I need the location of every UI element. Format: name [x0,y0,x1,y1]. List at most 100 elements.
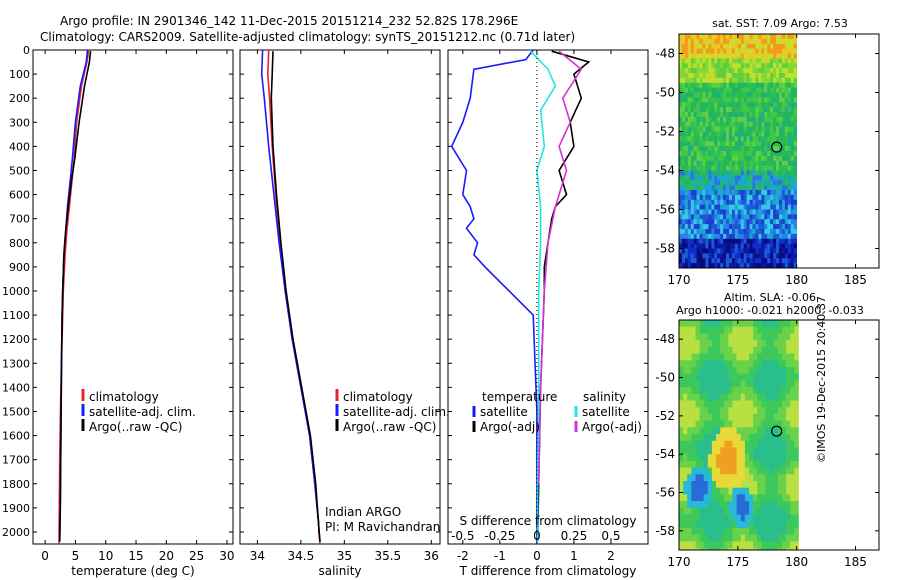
map-cell [773,474,779,482]
map-cell [729,63,733,69]
map-cell [699,63,703,69]
map-cell [765,507,770,515]
map-cell [786,460,791,468]
map-cell [758,258,762,264]
map-cell [679,528,684,536]
map-cell [764,248,768,254]
map-cell [679,253,683,259]
map-cell [690,165,695,171]
map-cell [703,413,709,421]
map-cell [702,229,706,235]
map-cell [679,320,684,328]
map-cell [764,58,768,64]
map-cell [761,102,765,108]
map-cell [720,107,724,113]
map-cell [793,151,797,157]
map-cell [729,248,733,254]
map-cell [679,393,684,401]
map-cell [784,165,789,171]
map-cell [777,440,783,448]
map-cell [740,219,745,225]
map-cell [731,53,736,59]
map-cell [708,126,712,132]
map-cell [696,102,700,108]
map-cell [703,407,709,415]
map-cell [773,185,777,191]
map-cell [724,460,729,468]
map-cell [726,141,730,147]
map-cell [724,367,729,375]
map-cell [702,82,706,89]
map-cell [790,77,795,84]
map-cell [690,224,695,230]
map-cell [732,353,737,361]
map-cell [749,97,753,103]
map-cell [729,204,733,210]
map-cell [744,373,750,381]
map-cell [777,467,783,475]
map-cell [749,34,753,40]
map-cell [691,521,696,529]
map-cell [711,121,715,128]
map-cell [746,165,750,171]
map-cell [728,454,733,462]
map-cell [761,387,766,395]
map-cell [752,58,756,64]
map-cell [787,34,792,40]
map-cell [711,112,715,118]
map-cell [717,43,721,50]
map-cell [717,209,721,215]
map-cell [707,494,713,502]
map-cell [717,248,721,254]
map-cell [765,340,770,348]
map-cell [714,233,718,240]
map-cell [703,346,709,354]
map-cell [769,507,775,515]
map-cell [699,38,703,45]
map-cell [724,413,729,421]
map-cell [757,541,762,549]
map-cell [786,481,791,489]
map-cell [717,199,721,206]
map-cell [779,253,783,259]
map-cell [711,263,715,268]
map-cell [773,253,777,259]
map-cell [703,521,709,529]
map-cell [784,48,789,54]
map-cell [790,175,795,181]
map-cell [707,528,713,536]
map-cell [703,373,709,381]
map-cell [726,77,730,84]
map-cell [790,243,795,249]
map-cell [773,170,777,176]
map-cell [687,82,692,89]
map-cell [767,258,771,264]
map-cell [687,541,692,549]
map-cell [740,136,745,142]
map-cell [695,434,700,442]
map-cell [723,68,727,74]
map-cell [757,481,762,489]
map-cell [790,146,795,152]
map-cell [765,494,770,502]
map-cell [732,507,737,515]
map-cell [690,38,695,45]
map-cell [695,413,700,421]
map-cell [743,199,747,206]
map-cell [728,521,733,529]
map-cell [729,141,733,147]
map-cell [767,102,771,108]
map-cell [720,229,724,235]
map-cell [731,155,736,162]
map-cell [734,141,739,147]
map-cell [693,194,697,201]
map-cell [743,165,747,171]
map-cell [779,224,783,230]
map-cell [765,541,770,549]
map-cell [744,507,750,515]
map-cell [707,440,713,448]
map-cell [732,487,737,495]
map-cell [702,248,706,254]
map-cell [731,185,736,191]
map-cell [767,233,771,240]
